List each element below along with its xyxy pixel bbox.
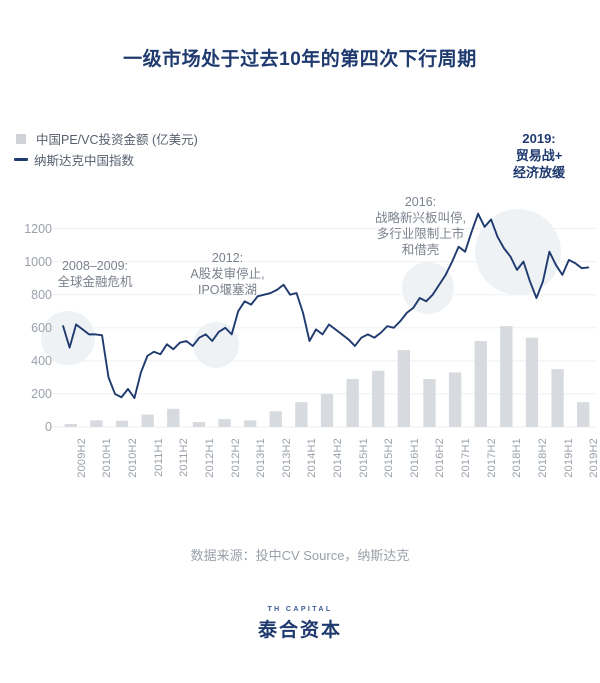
x-axis-tick-label: 2017H1 <box>460 438 473 478</box>
annotation-line: 2012: <box>211 251 244 265</box>
annotation-halo <box>193 322 239 368</box>
x-axis-tick-label: 2016H1 <box>408 438 421 478</box>
brand-logo: TH CAPITAL 泰合资本 <box>0 606 600 642</box>
annotation-line: 多行业限制上市 <box>376 227 465 241</box>
bar-2012H2 <box>218 419 231 427</box>
bar-2018H2 <box>525 337 539 427</box>
bar-2011H1 <box>141 414 154 427</box>
x-axis-tick-label: 2012H1 <box>203 438 216 478</box>
x-axis-tick-label: 2017H2 <box>485 438 498 478</box>
x-axis-tick-label: 2019H2 <box>588 438 600 478</box>
legend-line-swatch-icon <box>14 158 28 161</box>
annotation-line: 和借壳 <box>401 243 440 257</box>
legend-item-label: 中国PE/VC投资金额 (亿美元) <box>36 133 198 147</box>
x-axis-tick-label: 2014H2 <box>332 438 344 478</box>
annotation-2019: 2019: 贸易战+ 经济放缓 <box>478 130 600 181</box>
bar-2016H1 <box>397 350 411 427</box>
annotation-2008-2009: 2008–2009: 全球金融危机 <box>30 258 160 290</box>
x-axis-tick-label: 2015H2 <box>383 438 396 478</box>
annotation-2012: 2012: A股发审停止, IPO堰塞湖 <box>165 250 290 298</box>
page-title: 一级市场处于过去10年的第四次下行周期 <box>123 49 477 70</box>
bar-2019H1 <box>551 369 564 427</box>
x-axis: 2009H2 2010H1 2010H2 2011H1 2011H2 2012H1 2012… <box>0 430 600 520</box>
annotation-line: 2008–2009: <box>61 259 129 273</box>
legend-bar-swatch-icon <box>16 133 26 144</box>
x-axis-tick-label: 2015H1 <box>357 438 370 478</box>
annotation-line: IPO堰塞湖 <box>197 283 258 297</box>
bar-2017H1 <box>448 372 462 427</box>
legend-item-label: 纳斯达克中国指数 <box>34 154 135 168</box>
x-axis-tick-label: 2014H1 <box>306 438 319 478</box>
logo-name: 泰合资本 <box>257 620 342 641</box>
x-axis-tick-label: 2018H1 <box>511 438 524 478</box>
y-axis-tick-label: 400 <box>31 353 52 368</box>
logo-tagline: TH CAPITAL <box>267 606 333 613</box>
bar-2015H1 <box>346 379 359 427</box>
x-axis-tick-label: 2011H2 <box>178 438 191 477</box>
y-axis: 0 200 400 600 800 1000 1200 <box>0 0 52 520</box>
index-line <box>62 212 590 400</box>
legend-item-line: 纳斯达克中国指数 <box>14 149 198 170</box>
x-axis-tick-label: 2016H2 <box>434 438 447 478</box>
bar-2013H1 <box>243 420 257 427</box>
bar-2017H2 <box>474 341 487 427</box>
x-axis-tick-label: 2010H1 <box>101 438 114 478</box>
annotation-halo <box>402 262 454 314</box>
bar-2014H2 <box>320 393 334 427</box>
annotation-line: 贸易战+ <box>515 148 563 163</box>
x-axis-tick-label: 2009H2 <box>75 438 88 478</box>
legend-item-bar: 中国PE/VC投资金额 (亿美元) <box>16 128 198 149</box>
x-axis-tick-label: 2011H1 <box>152 438 165 477</box>
bar-2014H1 <box>295 402 308 427</box>
annotation-line: 战略新兴板叫停, <box>375 211 466 225</box>
source-note: 数据来源：投中CV Source，纳斯达克 <box>190 548 410 563</box>
annotation-halo <box>475 209 561 295</box>
x-axis-tick-label: 2012H2 <box>229 438 242 478</box>
x-axis-tick-label: 2013H2 <box>280 438 293 478</box>
x-axis-tick-label: 2013H1 <box>255 438 268 478</box>
y-axis-tick-label: 1000 <box>24 254 52 269</box>
chart-legend: 中国PE/VC投资金额 (亿美元) 纳斯达克中国指数 <box>14 128 198 170</box>
annotation-line: 2019: <box>522 131 556 146</box>
chart-canvas: 0 200 400 600 800 1000 1200 2009H2 2010H1 2010H2… <box>0 0 600 520</box>
annotation-line: 全球金融危机 <box>57 275 133 289</box>
x-axis-tick-label: 2018H2 <box>536 438 549 478</box>
bar-2010H1 <box>90 420 103 427</box>
bar-2009H2 <box>64 424 77 427</box>
y-axis-tick-label: 200 <box>31 386 52 401</box>
bar-2016H2 <box>423 379 436 427</box>
y-axis-tick-label: 0 <box>45 420 52 434</box>
annotation-line: 经济放缓 <box>512 165 565 180</box>
annotation-halo <box>41 311 95 365</box>
bar-2013H2 <box>269 411 282 427</box>
y-axis-tick-label: 800 <box>31 287 52 302</box>
x-axis-tick-label: 2010H2 <box>127 438 140 478</box>
y-axis-tick-label: 1200 <box>24 221 52 236</box>
bar-2011H2 <box>167 408 180 427</box>
bar-2018H1 <box>500 326 513 427</box>
annotation-2016: 2016: 战略新兴板叫停, 多行业限制上市 和借壳 <box>348 194 493 258</box>
bar-2019H2 <box>577 402 590 427</box>
bar-2010H2 <box>115 420 129 427</box>
bar-2012H1 <box>192 422 206 427</box>
bar-2015H2 <box>372 370 385 427</box>
annotation-line: A股发审停止, <box>190 267 265 281</box>
x-axis-tick-label: 2019H1 <box>562 438 575 478</box>
chart-plot <box>41 209 596 428</box>
y-axis-tick-label: 600 <box>31 320 52 335</box>
annotation-line: 2016: <box>404 195 437 209</box>
